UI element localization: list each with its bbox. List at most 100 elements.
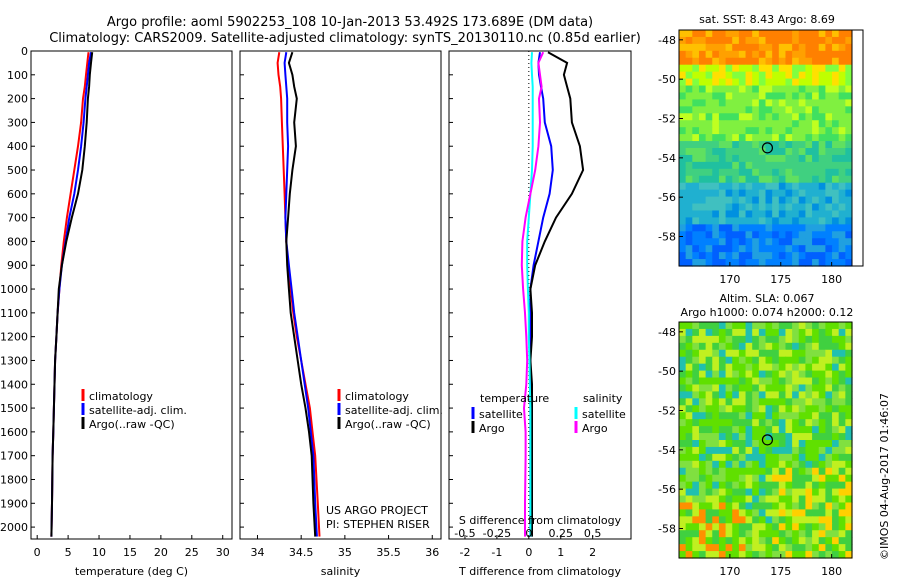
map-cell [838,370,846,379]
map-cell [692,252,700,260]
map-cell [798,134,807,142]
map-cell [778,516,787,524]
map-cell [698,335,707,344]
map-cell [758,120,767,128]
map-cell [752,224,760,232]
map-cell [805,370,813,379]
map-cell [778,210,787,219]
map-cell [798,127,807,135]
map-cell [692,224,700,232]
map-cell [692,78,700,87]
map-cell [818,134,826,142]
map-cell [698,92,707,101]
map-cell [812,238,820,246]
map-xtick-label: 170 [719,273,740,286]
map-cell [698,523,707,531]
map-cell [758,210,767,219]
map-cell [765,426,773,434]
map-cell [765,488,773,497]
map-cell [765,342,773,351]
map-cell [792,203,800,212]
map-cell [838,134,846,142]
map-cell [738,127,747,135]
project-annotation: US ARGO PROJECT [326,504,428,517]
map-cell [772,412,780,420]
map-cell [772,502,780,511]
map-cell [698,120,707,128]
map-cell [798,453,807,462]
map-cell [778,43,787,52]
map-cell [832,488,840,497]
map-cell [705,71,713,80]
map-cell [818,474,826,483]
map-cell [798,210,807,219]
map-cell [798,259,807,267]
map-cell [752,36,760,45]
map-cell [785,196,793,205]
map-cell [679,196,687,205]
map-cell [792,85,800,94]
map-cell [712,328,720,337]
map-cell [812,245,820,253]
map-cell [798,405,807,413]
map-cell [712,148,720,156]
map-cell [785,57,793,66]
map-cell [785,537,793,545]
map-cell [738,175,747,184]
map-cell [832,377,840,386]
map-cell [765,259,773,267]
difference-xtick-label: 0 [525,546,532,559]
map-cell [712,50,720,59]
map-cell [725,377,733,386]
map-cell [818,182,826,191]
map-cell [725,363,733,372]
map-cell [785,168,793,177]
map-cell [845,203,853,212]
map-cell [818,203,826,212]
map-cell [765,412,773,420]
map-cell [778,433,787,441]
depth-tick-label: 1100 [0,307,28,320]
map-cell [745,245,753,253]
map-cell [752,530,760,538]
map-cell [798,322,807,330]
map-cell [792,537,800,545]
map-cell [765,175,773,184]
map-cell [805,488,813,497]
map-cell [785,182,793,191]
depth-tick-label: 1800 [0,473,28,486]
salinity-xtick-label: 34 [250,546,264,559]
map-cell [679,259,687,267]
map-cell [725,342,733,351]
map-cell [758,530,767,538]
map-cell [692,168,700,177]
map-cell [712,460,720,469]
map-cell [752,446,760,455]
map-cell [845,175,853,184]
argo-position-marker [761,434,774,446]
map-cell [685,161,693,170]
map-cell [772,189,780,198]
temperature-series-argo-raw-qc- [50,52,94,537]
map-cell [772,238,780,246]
map-cell [805,530,813,538]
map-cell [812,30,820,38]
map-cell [845,412,853,420]
map-cell [718,217,727,225]
map-cell [732,30,740,38]
map-cell [765,106,773,114]
map-cell [685,433,693,441]
map-cell [679,92,687,101]
map-cell [818,154,826,163]
map-cell [718,377,727,386]
map-cell [772,210,780,219]
map-cell [825,474,833,483]
map-cell [718,509,727,517]
map-cell [752,231,760,239]
map-cell [718,405,727,413]
map-cell [838,502,846,511]
map-cell [792,134,800,142]
map-cell [805,106,813,114]
map-cell [792,335,800,344]
map-cell [805,245,813,253]
